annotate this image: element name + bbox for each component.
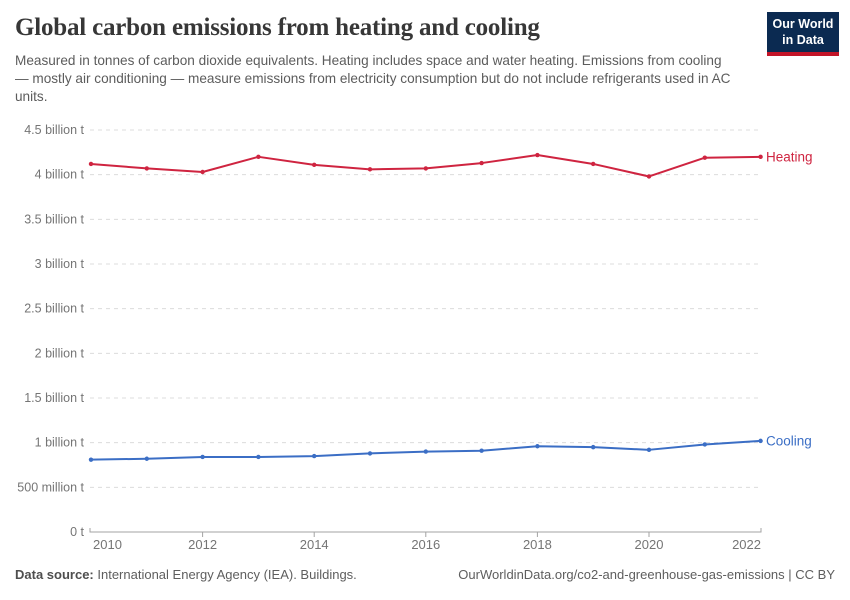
cooling-point[interactable] (423, 449, 428, 454)
chart-footer: Data source: International Energy Agency… (15, 567, 835, 582)
owid-credit-link[interactable]: OurWorldinData.org/co2-and-greenhouse-ga… (458, 567, 835, 582)
heating-point[interactable] (200, 169, 205, 175)
heating-point[interactable] (646, 174, 652, 179)
cooling-point[interactable] (702, 442, 707, 447)
cooling-point[interactable] (479, 448, 484, 453)
cooling-point[interactable] (367, 451, 373, 456)
y-tick-label: 1 billion t (35, 436, 85, 450)
owid-logo-line1: Our World (772, 17, 834, 31)
chart-subtitle: Measured in tonnes of carbon dioxide equ… (15, 53, 731, 105)
heating-point[interactable] (758, 154, 763, 160)
cooling-point[interactable] (758, 438, 763, 444)
y-tick-label: 2 billion t (35, 346, 85, 360)
cooling-point[interactable] (591, 444, 596, 450)
y-tick-label: 1.5 billion t (24, 391, 84, 405)
cooling-point[interactable] (88, 457, 94, 462)
x-tick-label: 2014 (300, 537, 329, 552)
data-source-label: Data source: (15, 567, 94, 582)
cooling-point[interactable] (646, 447, 652, 453)
y-tick-label: 0 t (70, 525, 84, 539)
cooling-point[interactable] (312, 453, 317, 459)
x-tick-label: 2012 (188, 537, 217, 552)
x-tick-label: 2022 (732, 537, 761, 552)
data-source-text: International Energy Agency (IEA). Build… (97, 567, 357, 582)
x-tick-label: 2016 (411, 537, 440, 552)
y-tick-label: 3 billion t (35, 257, 85, 271)
owid-logo-line2: in Data (782, 32, 824, 47)
y-tick-label: 4.5 billion t (24, 123, 84, 137)
y-tick-label: 3.5 billion t (24, 212, 84, 226)
y-tick-label: 2.5 billion t (24, 302, 84, 316)
x-tick-label: 2018 (523, 537, 552, 552)
heating-point[interactable] (591, 161, 596, 167)
cooling-point[interactable] (144, 456, 149, 461)
y-tick-label: 500 million t (17, 480, 84, 494)
heating-point[interactable] (367, 167, 373, 172)
heating-point[interactable] (479, 160, 484, 166)
y-tick-label: 4 billion t (35, 168, 85, 182)
heating-series-label[interactable]: Heating (766, 149, 813, 164)
x-axis (89, 528, 762, 533)
heating-point[interactable] (256, 154, 261, 160)
page-title: Global carbon emissions from heating and… (15, 14, 540, 41)
cooling-point[interactable] (200, 454, 205, 460)
heating-point[interactable] (312, 162, 317, 168)
owid-logo-stripe (767, 52, 839, 57)
owid-logo[interactable]: Our World in Data (767, 12, 839, 57)
cooling-series-label[interactable]: Cooling (766, 433, 812, 448)
data-source: Data source: International Energy Agency… (15, 567, 357, 582)
x-tick-label: 2020 (635, 537, 664, 552)
heating-point[interactable] (88, 161, 94, 167)
heating-point[interactable] (144, 166, 149, 171)
heating-point[interactable] (535, 152, 540, 158)
x-tick-label: 2010 (93, 537, 122, 552)
cooling-point[interactable] (535, 444, 540, 449)
heating-point[interactable] (702, 155, 707, 160)
cooling-point[interactable] (256, 454, 261, 460)
heating-point[interactable] (423, 166, 428, 171)
heating-line[interactable] (90, 154, 761, 178)
